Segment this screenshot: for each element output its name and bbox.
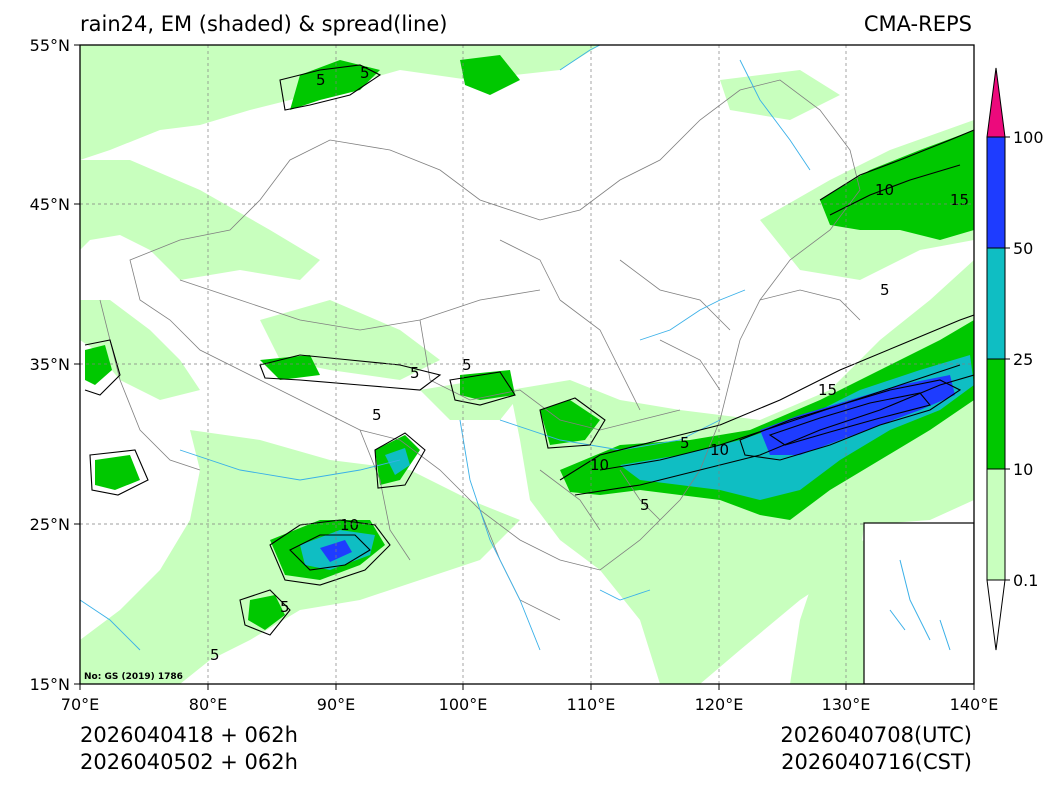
axis-ticks (74, 44, 975, 690)
colorbar-segment (986, 247, 1006, 360)
lon-label: 110°E (567, 695, 616, 714)
colorbar-label: 0.1 (1013, 571, 1038, 590)
country-borders (99, 79, 861, 621)
map-approval-number: No: GS (2019) 1786 (84, 672, 183, 682)
valid-time-cst: 2026040716(CST) (781, 750, 972, 774)
colorbar: 100 50 25 10 0.1 (986, 67, 1044, 651)
contour-label: 5 (640, 496, 650, 514)
init-time-cst: 2026040502 + 062h (80, 750, 298, 774)
init-time-utc: 2026040418 + 062h (80, 723, 298, 747)
lon-label: 70°E (61, 695, 99, 714)
contour-label: 15 (818, 381, 837, 399)
contour-label: 10 (340, 516, 359, 534)
contour-label: 5 (680, 434, 690, 452)
graticule (80, 45, 974, 684)
contour-label: 10 (710, 441, 729, 459)
contour-label: 5 (410, 364, 420, 382)
colorbar-max-extension (986, 67, 1006, 138)
valid-time-utc: 2026040708(UTC) (780, 723, 972, 747)
colorbar-label: 10 (1013, 460, 1033, 479)
contour-label: 5 (372, 406, 382, 424)
longitude-labels: 70°E 80°E 90°E 100°E 110°E 120°E 130°E 1… (61, 695, 999, 714)
colorbar-segment (986, 358, 1006, 470)
lat-label: 15°N (30, 675, 70, 694)
contour-label: 5 (280, 598, 290, 616)
contour-label: 5 (462, 356, 472, 374)
model-name: CMA-REPS (863, 12, 972, 36)
colorbar-label: 25 (1013, 350, 1033, 369)
contour-label: 5 (360, 64, 370, 82)
lat-label: 35°N (30, 355, 70, 374)
colorbar-label: 100 (1013, 128, 1044, 147)
contour-label: 15 (950, 191, 969, 209)
contour-label: 10 (875, 181, 894, 199)
lon-label: 80°E (189, 695, 227, 714)
colorbar-min-extension (986, 579, 1006, 651)
map-title: rain24, EM (shaded) & spread(line) (80, 12, 448, 36)
lon-label: 140°E (950, 695, 999, 714)
contour-label: 5 (316, 71, 326, 89)
colorbar-segment (986, 136, 1006, 249)
spread-contours (84, 64, 974, 636)
lat-label: 25°N (30, 515, 70, 534)
lon-label: 100°E (439, 695, 488, 714)
lat-label: 45°N (30, 195, 70, 214)
colorbar-segment (986, 468, 1006, 581)
lat-label: 55°N (30, 36, 70, 55)
contour-label-group: 5 5 10 15 5 10 15 5 5 10 5 5 5 10 5 5 (210, 64, 969, 664)
contour-label: 10 (590, 456, 609, 474)
rivers (80, 45, 811, 651)
lon-label: 90°E (317, 695, 355, 714)
latitude-labels: 55°N 45°N 35°N 25°N 15°N (30, 36, 70, 694)
lon-label: 130°E (822, 695, 871, 714)
colorbar-label: 50 (1013, 239, 1033, 258)
contour-label: 5 (880, 281, 890, 299)
south-china-sea-inset (863, 522, 974, 684)
contour-label: 5 (210, 646, 220, 664)
lon-label: 120°E (695, 695, 744, 714)
